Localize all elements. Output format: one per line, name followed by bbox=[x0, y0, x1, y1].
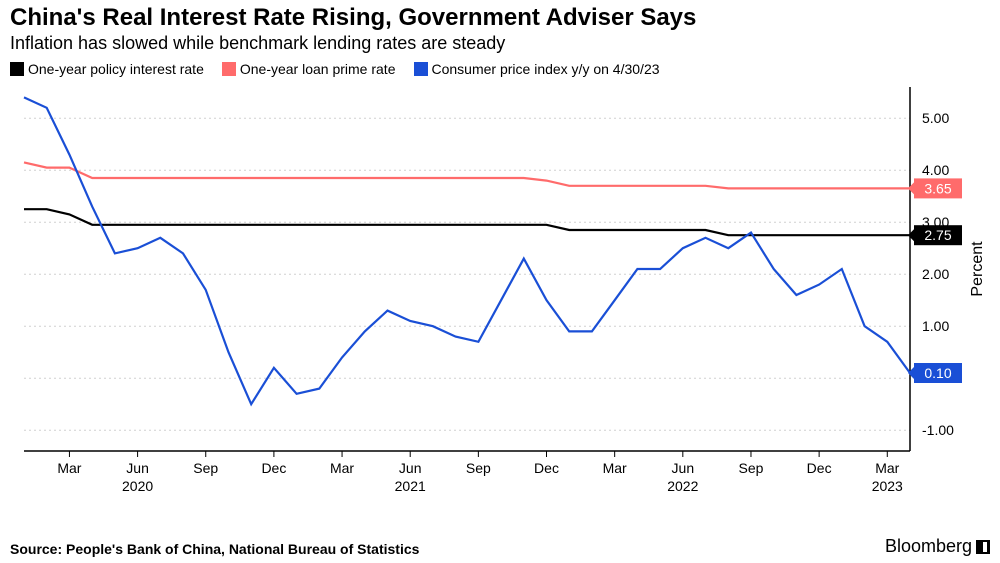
svg-text:1.00: 1.00 bbox=[922, 318, 949, 334]
svg-text:2.75: 2.75 bbox=[924, 227, 951, 243]
brand-icon bbox=[976, 540, 990, 554]
legend-swatch-icon bbox=[414, 62, 428, 76]
svg-text:Dec: Dec bbox=[807, 460, 832, 476]
legend-item-policy-rate: One-year policy interest rate bbox=[10, 61, 204, 77]
svg-text:Percent: Percent bbox=[969, 241, 986, 297]
svg-text:Mar: Mar bbox=[330, 460, 354, 476]
svg-text:5.00: 5.00 bbox=[922, 110, 949, 126]
svg-text:2023: 2023 bbox=[872, 478, 903, 494]
chart-svg: -1.000.001.002.003.004.005.00PercentMarJ… bbox=[10, 81, 990, 501]
svg-text:0.10: 0.10 bbox=[924, 365, 951, 381]
legend-swatch-icon bbox=[10, 62, 24, 76]
legend-label: One-year policy interest rate bbox=[28, 61, 204, 77]
svg-text:Sep: Sep bbox=[739, 460, 764, 476]
svg-text:3.65: 3.65 bbox=[924, 181, 951, 197]
svg-text:Sep: Sep bbox=[193, 460, 218, 476]
source-text: Source: People's Bank of China, National… bbox=[10, 541, 419, 557]
legend: One-year policy interest rate One-year l… bbox=[10, 61, 990, 77]
legend-item-cpi: Consumer price index y/y on 4/30/23 bbox=[414, 61, 660, 77]
svg-text:Sep: Sep bbox=[466, 460, 491, 476]
svg-text:-1.00: -1.00 bbox=[922, 422, 954, 438]
chart-title: China's Real Interest Rate Rising, Gover… bbox=[10, 4, 990, 32]
svg-text:Mar: Mar bbox=[57, 460, 81, 476]
chart-container: China's Real Interest Rate Rising, Gover… bbox=[0, 0, 1000, 563]
legend-item-loan-prime: One-year loan prime rate bbox=[222, 61, 396, 77]
svg-text:Jun: Jun bbox=[126, 460, 149, 476]
svg-text:4.00: 4.00 bbox=[922, 162, 949, 178]
svg-text:Dec: Dec bbox=[534, 460, 559, 476]
legend-label: One-year loan prime rate bbox=[240, 61, 396, 77]
chart-subtitle: Inflation has slowed while benchmark len… bbox=[10, 33, 990, 54]
svg-text:2022: 2022 bbox=[667, 478, 698, 494]
svg-text:2.00: 2.00 bbox=[922, 266, 949, 282]
svg-text:Jun: Jun bbox=[399, 460, 422, 476]
chart-plot: -1.000.001.002.003.004.005.00PercentMarJ… bbox=[10, 81, 990, 534]
brand-label: Bloomberg bbox=[885, 536, 972, 557]
footer: Source: People's Bank of China, National… bbox=[10, 536, 990, 557]
svg-text:Mar: Mar bbox=[603, 460, 627, 476]
svg-text:Jun: Jun bbox=[672, 460, 695, 476]
svg-text:Dec: Dec bbox=[261, 460, 286, 476]
svg-text:2021: 2021 bbox=[395, 478, 426, 494]
legend-swatch-icon bbox=[222, 62, 236, 76]
legend-label: Consumer price index y/y on 4/30/23 bbox=[432, 61, 660, 77]
svg-text:Mar: Mar bbox=[875, 460, 899, 476]
svg-text:2020: 2020 bbox=[122, 478, 153, 494]
brand: Bloomberg bbox=[885, 536, 990, 557]
